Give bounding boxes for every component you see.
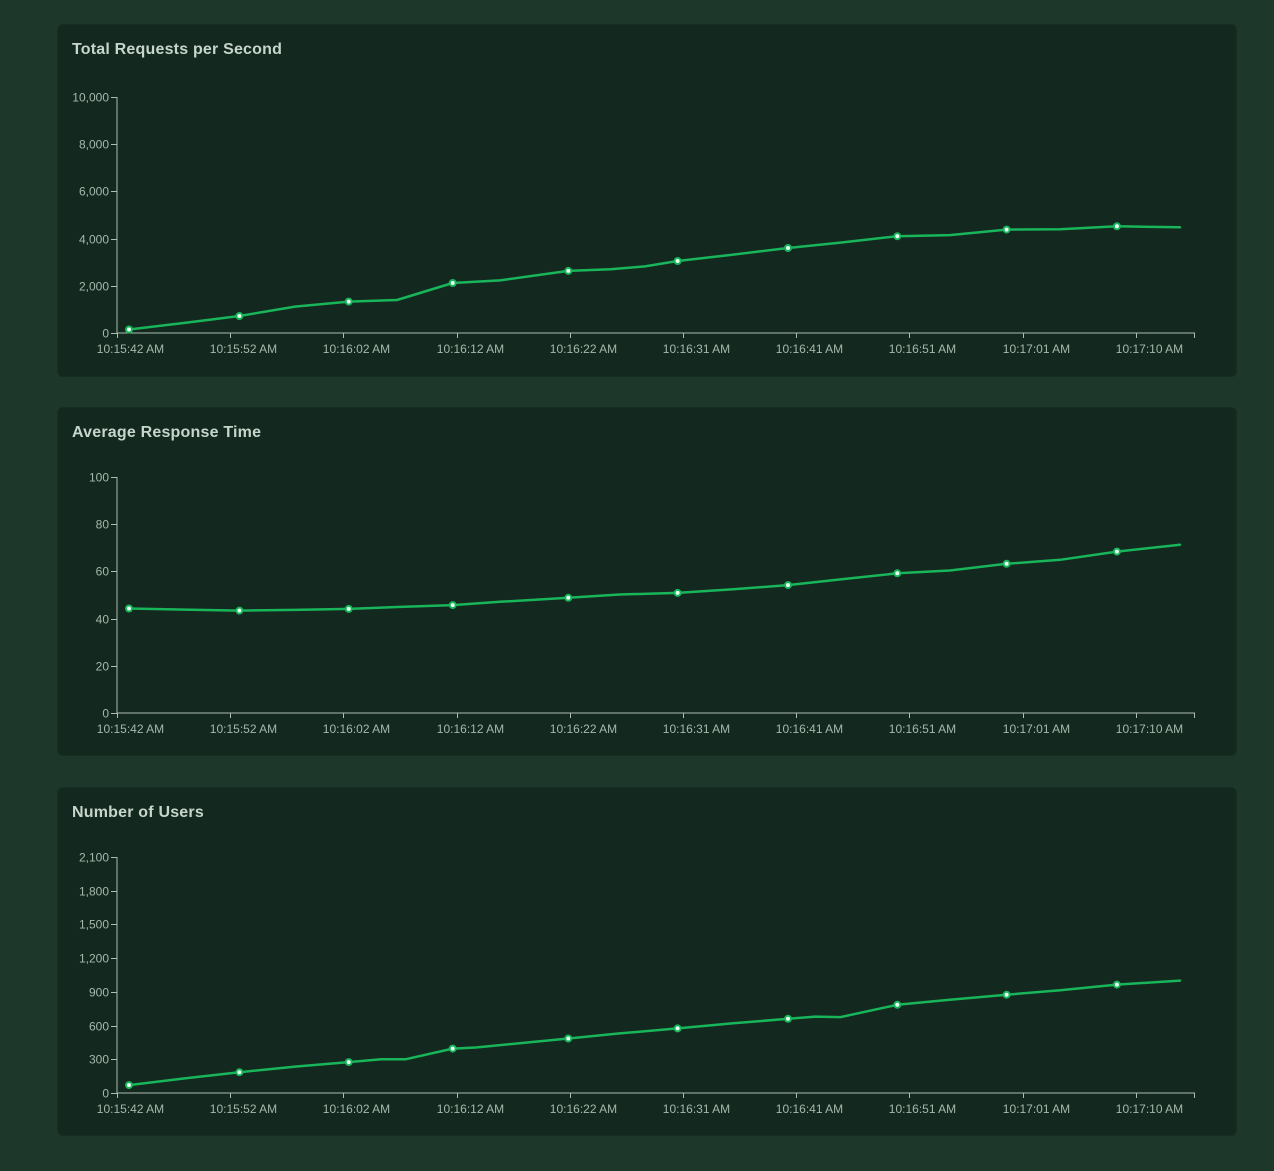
svg-text:10:15:52 AM: 10:15:52 AM — [210, 1102, 277, 1116]
svg-text:10:16:41 AM: 10:16:41 AM — [776, 1102, 843, 1116]
svg-text:10:17:10 AM: 10:17:10 AM — [1116, 722, 1183, 736]
chart-title-number-of-users: Number of Users — [72, 804, 204, 821]
chart-title-total-requests-per-second: Total Requests per Second — [72, 41, 283, 58]
svg-text:10:16:31 AM: 10:16:31 AM — [663, 722, 730, 736]
svg-text:10:16:02 AM: 10:16:02 AM — [323, 342, 390, 356]
chart-title-average-response-time: Average Response Time — [72, 424, 262, 441]
svg-text:10:15:42 AM: 10:15:42 AM — [97, 1102, 164, 1116]
svg-text:10:16:12 AM: 10:16:12 AM — [437, 342, 504, 356]
svg-text:600: 600 — [89, 1020, 109, 1034]
svg-text:6,000: 6,000 — [79, 185, 109, 199]
svg-text:0: 0 — [102, 1087, 109, 1101]
svg-text:10:16:22 AM: 10:16:22 AM — [550, 342, 617, 356]
svg-text:8,000: 8,000 — [79, 138, 109, 152]
average-response-time-chart[interactable]: 0 20 40 60 80 100 10:15:42 AM 10:15:52 AM 10:16:… — [58, 408, 1236, 755]
svg-text:4,000: 4,000 — [79, 233, 109, 247]
svg-text:10:16:31 AM: 10:16:31 AM — [663, 342, 730, 356]
svg-text:2,000: 2,000 — [79, 280, 109, 294]
svg-text:0: 0 — [102, 327, 109, 341]
svg-text:10,000: 10,000 — [72, 91, 109, 105]
svg-text:10:16:02 AM: 10:16:02 AM — [323, 1102, 390, 1116]
svg-text:10:16:12 AM: 10:16:12 AM — [437, 722, 504, 736]
average-response-time-card: Average Response Time 0 20 40 60 80 100 10:15:… — [58, 408, 1236, 755]
svg-text:10:16:51 AM: 10:16:51 AM — [889, 342, 956, 356]
number-of-users-card: Number of Users 0 300 600 900 1,200 1,500 1,80… — [58, 788, 1236, 1135]
svg-text:10:16:41 AM: 10:16:41 AM — [776, 342, 843, 356]
svg-text:80: 80 — [96, 518, 110, 532]
svg-text:10:17:01 AM: 10:17:01 AM — [1003, 342, 1070, 356]
svg-text:40: 40 — [96, 613, 110, 627]
svg-text:10:16:51 AM: 10:16:51 AM — [889, 722, 956, 736]
svg-text:1,200: 1,200 — [79, 952, 109, 966]
svg-text:10:16:12 AM: 10:16:12 AM — [437, 1102, 504, 1116]
svg-text:10:15:42 AM: 10:15:42 AM — [97, 722, 164, 736]
svg-text:10:16:22 AM: 10:16:22 AM — [550, 722, 617, 736]
total-requests-per-second-card: Total Requests per Second 0 2,000 4,000 6,0… — [58, 25, 1236, 376]
svg-text:10:16:31 AM: 10:16:31 AM — [663, 1102, 730, 1116]
svg-text:10:15:42 AM: 10:15:42 AM — [97, 342, 164, 356]
svg-text:100: 100 — [89, 471, 109, 485]
total-requests-per-second-chart[interactable]: 0 2,000 4,000 6,000 8,000 10,000 10:15:42 AM 10… — [58, 25, 1236, 376]
svg-text:10:17:01 AM: 10:17:01 AM — [1003, 722, 1070, 736]
svg-text:10:15:52 AM: 10:15:52 AM — [210, 722, 277, 736]
svg-text:300: 300 — [89, 1053, 109, 1067]
svg-text:20: 20 — [96, 660, 110, 674]
svg-text:10:17:01 AM: 10:17:01 AM — [1003, 1102, 1070, 1116]
svg-text:0: 0 — [102, 707, 109, 721]
svg-text:2,100: 2,100 — [79, 851, 109, 865]
svg-text:10:16:02 AM: 10:16:02 AM — [323, 722, 390, 736]
svg-text:10:15:52 AM: 10:15:52 AM — [210, 342, 277, 356]
number-of-users-chart[interactable]: 0 300 600 900 1,200 1,500 1,800 2,100 10:15:42 A… — [58, 788, 1236, 1135]
svg-text:900: 900 — [89, 986, 109, 1000]
svg-text:1,500: 1,500 — [79, 918, 109, 932]
svg-text:10:17:10 AM: 10:17:10 AM — [1116, 342, 1183, 356]
svg-text:10:16:51 AM: 10:16:51 AM — [889, 1102, 956, 1116]
svg-text:60: 60 — [96, 565, 110, 579]
svg-text:10:16:41 AM: 10:16:41 AM — [776, 722, 843, 736]
svg-text:10:17:10 AM: 10:17:10 AM — [1116, 1102, 1183, 1116]
svg-text:1,800: 1,800 — [79, 885, 109, 899]
svg-text:10:16:22 AM: 10:16:22 AM — [550, 1102, 617, 1116]
